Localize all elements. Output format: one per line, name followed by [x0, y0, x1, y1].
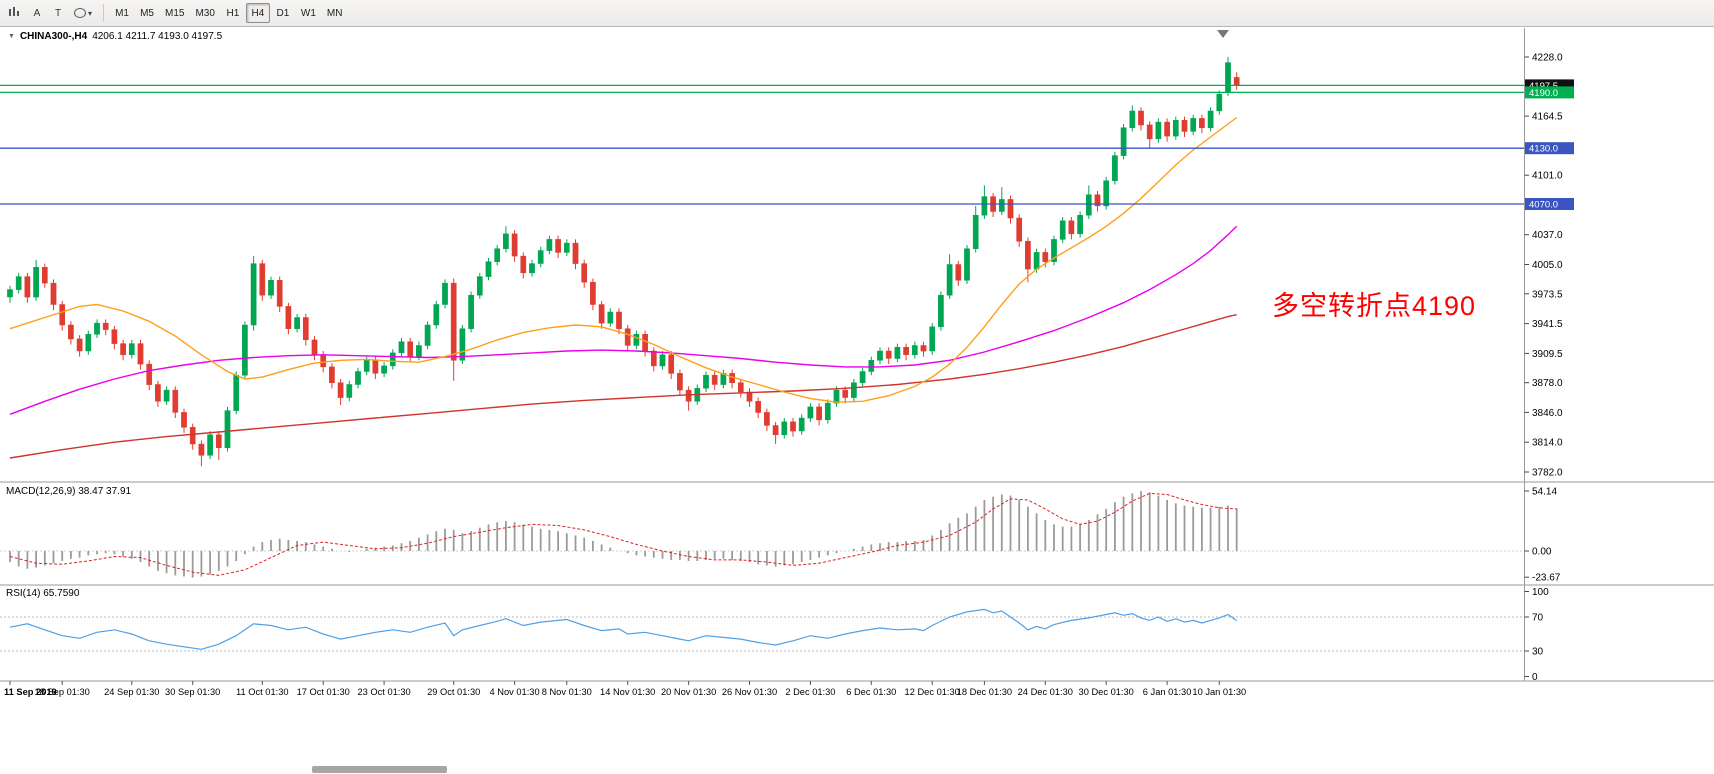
- candlestick-series: [7, 57, 1240, 467]
- time-tick-label: 8 Nov 01:30: [542, 687, 592, 697]
- macd-tick-label: 0.00: [1532, 547, 1552, 558]
- time-tick-label: 30 Sep 01:30: [165, 687, 220, 697]
- chart-title: ▼ CHINA300-,H4 4206.1 4211.7 4193.0 4197…: [8, 31, 222, 42]
- price-tick-label: 3846.0: [1532, 408, 1563, 419]
- chart-bars-icon: [8, 5, 21, 21]
- rsi-name: RSI(14): [6, 588, 41, 599]
- toolbar: A T ▾ M1 M5 M15 M30 H1 H4 D1 W1 MN: [0, 0, 1714, 27]
- timeframe-m15-button[interactable]: M15: [160, 3, 189, 23]
- timeframe-h4-button[interactable]: H4: [245, 3, 270, 23]
- price-tick-label: 3909.5: [1532, 349, 1563, 360]
- shapes-dropdown-button[interactable]: ▾: [69, 3, 97, 23]
- timeframe-d1-button[interactable]: D1: [271, 3, 295, 23]
- price-tick-label: 4164.5: [1532, 112, 1563, 123]
- price-tick-label: 4228.0: [1532, 53, 1563, 64]
- time-tick-label: 14 Nov 01:30: [600, 687, 655, 697]
- time-tick-label: 26 Nov 01:30: [722, 687, 777, 697]
- time-tick-label: 6 Jan 01:30: [1143, 687, 1192, 697]
- time-tick-label: 11 Sep 2019: [4, 687, 57, 697]
- chart-shift-marker-icon[interactable]: [1217, 30, 1229, 38]
- text-tool-button[interactable]: T: [48, 3, 68, 23]
- rsi-tick-label: 70: [1532, 613, 1544, 624]
- time-tick-label: 12 Dec 01:30: [905, 687, 960, 697]
- ohlc-values: 4206.1 4211.7 4193.0 4197.5: [92, 31, 223, 42]
- rsi-indicator-label: RSI(14) 65.7590: [6, 588, 79, 599]
- macd-values: 38.47 37.91: [78, 486, 132, 497]
- price-tick-label: 3973.5: [1532, 289, 1563, 300]
- macd-tick-label: 54.14: [1532, 487, 1557, 498]
- price-tick-label: 3782.0: [1532, 468, 1563, 479]
- time-tick-label: 17 Oct 01:30: [297, 687, 350, 697]
- price-tick-label: 3941.5: [1532, 319, 1563, 330]
- time-tick-label: 6 Dec 01:30: [846, 687, 896, 697]
- macd-name: MACD(12,26,9): [6, 486, 76, 497]
- price-tick-label: 3878.0: [1532, 378, 1563, 389]
- price-tick-label: 4005.0: [1532, 260, 1563, 271]
- rsi-tick-label: 100: [1532, 587, 1549, 598]
- rsi-axis[interactable]: 100 70 30 0: [1524, 587, 1550, 683]
- price-badge-4190.0: [1525, 86, 1574, 99]
- price-badge-label: 4190.0: [1529, 88, 1558, 99]
- annotation-text[interactable]: 多空转折点4190: [1272, 291, 1477, 321]
- time-tick-label: 29 Oct 01:30: [427, 687, 480, 697]
- price-tick-label: 4037.0: [1532, 230, 1563, 241]
- time-tick-label: 30 Dec 01:30: [1079, 687, 1134, 697]
- price-axis[interactable]: 4228.0 4164.5 4101.0 4037.0 4005.0 3973.5 3941…: [1524, 53, 1575, 479]
- rsi-tick-label: 30: [1532, 647, 1544, 658]
- time-tick-label: 18 Dec 01:30: [957, 687, 1012, 697]
- price-badge-label: 4130.0: [1529, 144, 1558, 155]
- price-tick-label: 4101.0: [1532, 171, 1563, 182]
- time-tick-label: 4 Nov 01:30: [490, 687, 540, 697]
- timeframe-m30-button[interactable]: M30: [190, 3, 219, 23]
- time-tick-label: 2 Dec 01:30: [785, 687, 835, 697]
- price-badge-4070.0: [1525, 198, 1574, 210]
- ma-fast-line: [9, 116, 1238, 403]
- macd-indicator-label: MACD(12,26,9) 38.47 37.91: [6, 486, 131, 497]
- timeframe-h1-button[interactable]: H1: [221, 3, 245, 23]
- caret-down-icon: ▾: [88, 8, 93, 18]
- shapes-icon: [74, 8, 86, 18]
- macd-signal-line: [9, 492, 1237, 576]
- timeframe-m1-button[interactable]: M1: [110, 3, 134, 23]
- ma-slow-line: [9, 314, 1237, 459]
- price-badge-label: 4070.0: [1529, 200, 1558, 211]
- timeframe-w1-button[interactable]: W1: [296, 3, 321, 23]
- rsi-panel: [0, 608, 1524, 652]
- time-tick-label: 11 Oct 01:30: [236, 687, 289, 697]
- time-tick-label: 10 Jan 01:30: [1192, 687, 1246, 697]
- rsi-tick-label: 0: [1532, 672, 1538, 683]
- chart-mode-icon-button[interactable]: [3, 3, 26, 23]
- price-tick-label: 3814.0: [1532, 438, 1563, 449]
- symbol-period-label: CHINA300-,H4: [19, 31, 88, 42]
- time-tick-label: 18 Sep 01:30: [35, 687, 90, 697]
- timeframe-mn-button[interactable]: MN: [322, 3, 348, 23]
- time-tick-label: 23 Oct 01:30: [357, 687, 410, 697]
- taskbar-fragment: [312, 766, 447, 773]
- time-tick-label: 24 Sep 01:30: [104, 687, 159, 697]
- rsi-value: 65.7590: [43, 588, 80, 599]
- time-tick-label: 24 Dec 01:30: [1018, 687, 1073, 697]
- time-tick-label: 20 Nov 01:30: [661, 687, 716, 697]
- macd-axis[interactable]: 54.14 0.00 -23.67: [1524, 487, 1561, 584]
- cursor-tool-button[interactable]: A: [27, 3, 47, 23]
- timeframe-m5-button[interactable]: M5: [135, 3, 159, 23]
- macd-histogram: [0, 491, 1524, 578]
- toolbar-separator: [103, 4, 105, 22]
- rsi-line: [9, 608, 1238, 650]
- price-badge-4130.0: [1525, 142, 1574, 155]
- collapse-ohlc-icon[interactable]: ▼: [8, 33, 15, 40]
- macd-tick-label: -23.67: [1532, 573, 1561, 584]
